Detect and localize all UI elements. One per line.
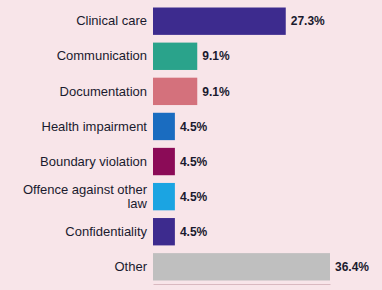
- tick: Boundary violation: [40, 154, 153, 169]
- data-label: 36.4%: [335, 260, 369, 274]
- bar: [153, 113, 175, 140]
- x-axis: [154, 284, 331, 285]
- tick-label-line: Offence against other: [23, 182, 148, 197]
- tick: Documentation: [60, 84, 153, 99]
- plot: 27.3% 9.1% 9.1% 4.5% 4.5% 4.5% 4.5% 36.4% Clinic…: [23, 8, 369, 285]
- tick: Communication: [57, 48, 153, 63]
- bar: [153, 78, 197, 105]
- data-label: 4.5%: [180, 155, 208, 169]
- tick-label: Confidentiality: [65, 224, 147, 239]
- data-label: 4.5%: [180, 120, 208, 134]
- data-label: 9.1%: [202, 49, 230, 63]
- bar: [153, 148, 175, 175]
- tick-label: Clinical care: [76, 13, 147, 28]
- tick-label: Documentation: [60, 84, 147, 99]
- axis-line: [154, 284, 331, 285]
- tick-label: Boundary violation: [40, 154, 147, 169]
- tick: Health impairment: [42, 119, 154, 134]
- tick-label: Offence against otherlaw: [23, 182, 148, 211]
- data-label: 4.5%: [180, 225, 208, 239]
- tick: Offence against otherlaw: [23, 182, 153, 211]
- bar: [153, 218, 175, 245]
- tick: Confidentiality: [65, 224, 153, 239]
- bar: [153, 43, 197, 70]
- y-axis: Clinical care Communication Documentation H…: [23, 13, 153, 274]
- tick: Other: [114, 259, 153, 274]
- chart: 27.3% 9.1% 9.1% 4.5% 4.5% 4.5% 4.5% 36.4% Clinic…: [0, 0, 382, 290]
- tick-label: Health impairment: [42, 119, 148, 134]
- bar: [153, 253, 330, 280]
- data-labels: 27.3% 9.1% 9.1% 4.5% 4.5% 4.5% 4.5% 36.4%: [180, 14, 369, 274]
- bar: [153, 183, 175, 210]
- tick: Clinical care: [76, 13, 153, 28]
- tick-label: Other: [114, 259, 147, 274]
- data-label: 4.5%: [180, 190, 208, 204]
- data-label: 27.3%: [291, 14, 325, 28]
- data-label: 9.1%: [202, 85, 230, 99]
- tick-label: Communication: [57, 48, 147, 63]
- bar: [153, 8, 286, 35]
- tick-label-line: law: [127, 196, 147, 211]
- bars: [153, 8, 330, 281]
